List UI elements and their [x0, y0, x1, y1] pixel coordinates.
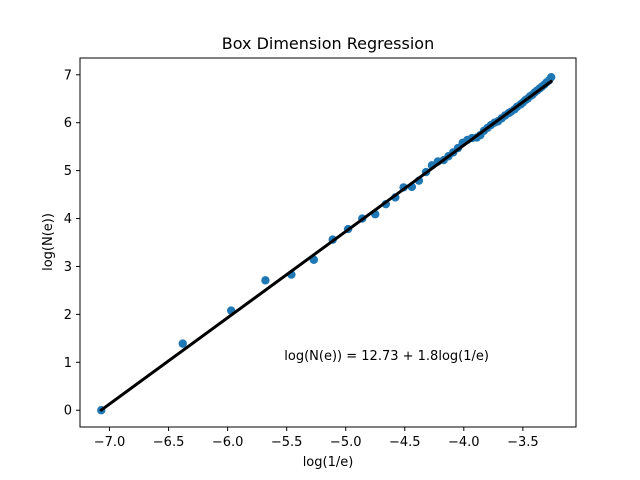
y-tick-label: 7 — [64, 68, 72, 83]
x-tick-label: −3.5 — [507, 435, 539, 450]
y-tick-label: 4 — [64, 212, 72, 227]
y-tick-label: 3 — [64, 260, 72, 275]
y-axis: 0 1 2 3 4 5 6 7 — [64, 68, 80, 419]
x-tick-label: −7.0 — [94, 435, 126, 450]
regression-line — [99, 79, 553, 412]
y-tick-label: 5 — [64, 164, 72, 179]
data-point — [178, 339, 187, 348]
regression-equation: log(N(e)) = 12.73 + 1.8log(1/e) — [284, 349, 489, 364]
x-tick-label: −5.5 — [271, 435, 303, 450]
y-tick-label: 1 — [64, 356, 72, 371]
y-tick-label: 6 — [64, 116, 72, 131]
chart-title: Box Dimension Regression — [222, 34, 434, 53]
y-axis-label: log(N(e)) — [41, 213, 56, 271]
x-tick-label: −4.0 — [448, 435, 480, 450]
x-tick-label: −6.5 — [153, 435, 185, 450]
x-tick-label: −6.0 — [212, 435, 244, 450]
x-axis: −7.0 −6.5 −6.0 −5.5 −5.0 −4.5 −4.0 −3.5 — [94, 427, 539, 450]
axes-frame — [79, 57, 577, 428]
x-tick-label: −4.5 — [389, 435, 421, 450]
x-tick-label: −5.0 — [330, 435, 362, 450]
data-point — [261, 276, 270, 285]
x-axis-label: log(1/e) — [303, 455, 354, 470]
plot-area — [97, 72, 556, 415]
data-point — [547, 72, 556, 82]
y-tick-label: 0 — [64, 404, 72, 419]
y-tick-label: 2 — [64, 308, 72, 323]
